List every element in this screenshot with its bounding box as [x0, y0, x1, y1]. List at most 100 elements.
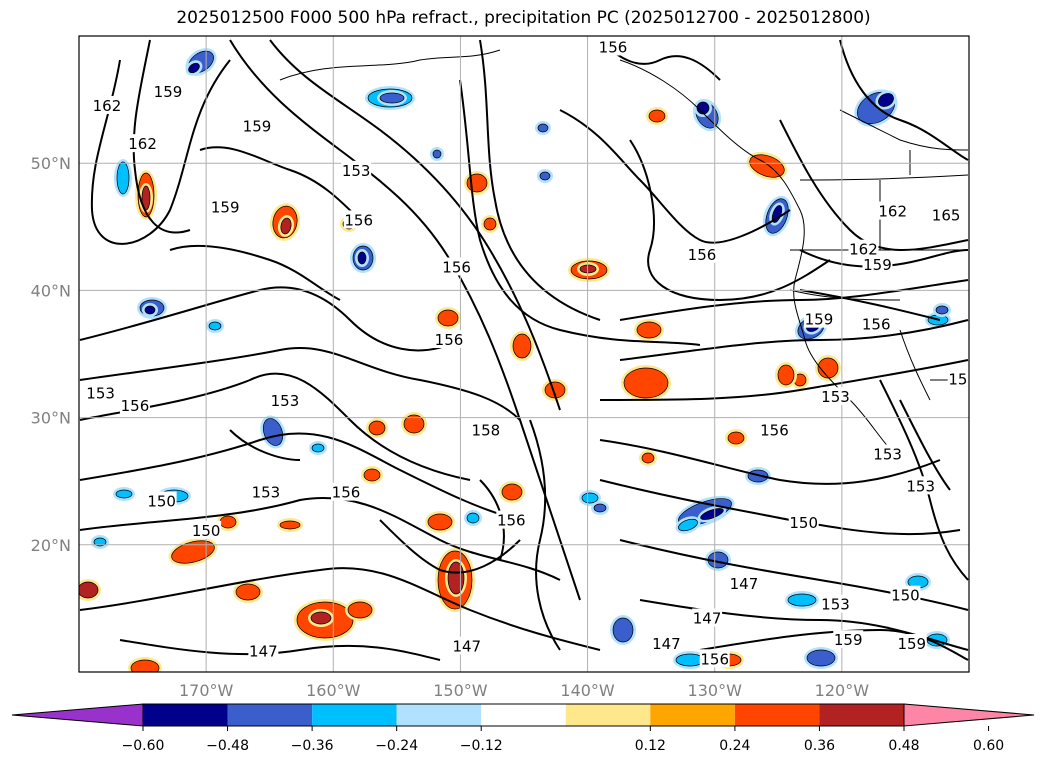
contour-label-bg — [759, 420, 790, 439]
contour-label-bg — [848, 239, 879, 258]
lat-lon-grid — [79, 36, 969, 672]
precip-patch — [377, 90, 407, 106]
contour-label: 153 — [86, 384, 115, 402]
refractivity-contour — [79, 567, 601, 651]
contour-label: 153 — [821, 596, 850, 614]
precip-patch — [277, 518, 303, 532]
contour-label-bg — [248, 641, 279, 660]
refractivity-contour — [879, 379, 969, 581]
precip-patch — [464, 510, 482, 526]
map-title: 2025012500 F000 500 hPa refract., precip… — [176, 8, 871, 28]
precip-patch — [933, 303, 951, 317]
precip-patch — [260, 415, 286, 449]
precip-patch — [401, 412, 427, 436]
precip-patch — [233, 581, 263, 603]
colorbar-tick-label: 0.48 — [888, 738, 919, 754]
contour-label-bg — [146, 491, 177, 510]
refractivity-contour — [619, 539, 969, 611]
precip-patch — [361, 466, 383, 484]
refractivity-contour — [599, 439, 941, 485]
colorbar-segment — [227, 704, 313, 726]
contour-label-bg — [250, 482, 281, 501]
contour-label: 156 — [760, 421, 789, 439]
contour-label: 162 — [93, 97, 122, 115]
precip-patch — [510, 331, 534, 361]
refractivity-contour — [839, 39, 969, 161]
refractivity-contour — [799, 249, 969, 268]
refractivity-contour — [229, 429, 301, 461]
precip-patch — [114, 159, 132, 197]
precip-patch — [185, 48, 217, 76]
contour-label: 156 — [599, 38, 628, 56]
contour-label: 147 — [693, 610, 722, 628]
colorbar-segment — [650, 704, 735, 726]
contour-label: 150 — [789, 514, 818, 532]
contour-label: 159 — [897, 635, 926, 653]
contour-label: 156 — [435, 331, 464, 349]
refractivity-contour — [799, 289, 941, 321]
colorbar-arrow-low — [11, 703, 144, 727]
contour-label: 162 — [128, 135, 157, 153]
precip-patch — [79, 579, 101, 601]
contour-label: 165 — [932, 206, 961, 224]
lon-tick-label: 120°W — [815, 681, 870, 700]
precip-patch — [91, 535, 109, 549]
precip-patch — [142, 303, 158, 317]
refractivity-contour — [599, 359, 969, 401]
lat-tick-label: 40°N — [31, 281, 71, 300]
precip-patch — [309, 441, 327, 455]
contour-label: 153 — [948, 370, 977, 388]
refractivity-contour — [79, 497, 561, 581]
colorbar-tick-label: −0.48 — [206, 738, 249, 754]
contour-label: 156 — [442, 259, 471, 277]
precip-patch — [675, 516, 701, 534]
contour-label-bg — [153, 81, 183, 100]
colorbar-tick-label: 0.12 — [635, 738, 666, 754]
contour-label-bg — [210, 197, 241, 216]
precip-patch — [705, 549, 731, 571]
refractivity-contour — [269, 39, 561, 411]
contour-label: 159 — [863, 256, 892, 274]
precip-patch — [673, 651, 707, 669]
precip-patch — [746, 151, 788, 181]
contour-label: 156 — [862, 316, 891, 334]
precip-patch — [206, 319, 224, 333]
contour-label: 153 — [906, 477, 935, 495]
lon-tick-label: 150°W — [433, 681, 488, 700]
refractivity-contour — [79, 432, 521, 521]
precip-patch — [308, 609, 334, 627]
colorbar-tick-label: −0.12 — [460, 738, 503, 754]
contour-label: 153 — [342, 162, 371, 180]
colorbar-segment — [481, 704, 566, 726]
refractivity-contour — [79, 286, 461, 352]
contour-label-bg — [862, 254, 893, 273]
contour-label-bg — [85, 383, 116, 402]
lon-tick-label: 160°W — [306, 681, 361, 700]
contour-label: 156 — [688, 246, 717, 264]
lat-tick-label: 20°N — [31, 536, 71, 555]
precipitation-fill-layer — [79, 48, 951, 672]
map-frame — [78, 35, 970, 673]
coastline — [899, 329, 931, 401]
precip-patch — [185, 60, 203, 76]
lat-tick-label: 30°N — [31, 409, 71, 428]
contour-label: 147 — [452, 638, 481, 656]
precip-patch — [697, 505, 727, 523]
contour-label-bg — [905, 476, 936, 495]
lon-tick-label: 130°W — [688, 681, 743, 700]
colorbar-tick-label: −0.24 — [375, 738, 418, 754]
contour-label-bg — [687, 244, 717, 263]
refractivity-contour — [479, 39, 601, 321]
refractivity-contour-layer — [79, 39, 969, 661]
contour-label: 162 — [849, 241, 878, 259]
contour-label: 153 — [873, 445, 902, 463]
contour-label: 153 — [252, 484, 281, 502]
precip-patch — [345, 599, 375, 621]
lon-tick-label: 140°W — [560, 681, 615, 700]
contour-label: 147 — [249, 643, 278, 661]
precip-patch — [639, 450, 657, 466]
precip-patch — [445, 559, 467, 597]
contour-label-bg — [269, 391, 300, 410]
contour-label: 162 — [878, 203, 907, 221]
contour-label: 156 — [344, 211, 373, 229]
